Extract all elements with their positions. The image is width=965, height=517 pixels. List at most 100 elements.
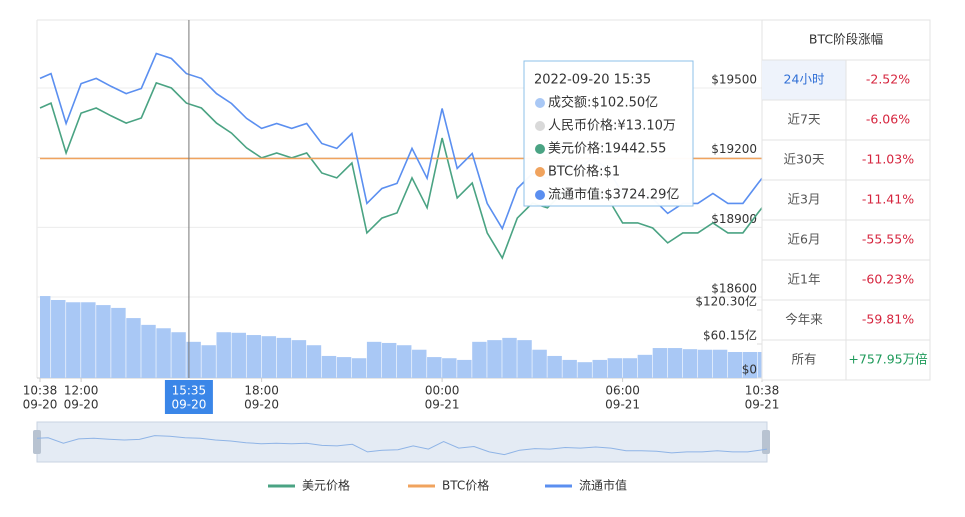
table-value: -55.55% (862, 232, 914, 247)
x-tick-date: 09-21 (745, 398, 780, 412)
table-value: +757.95万倍 (848, 352, 927, 367)
cursor-time: 15:35 (172, 384, 207, 398)
volume-bar (66, 302, 81, 378)
legend-label: 美元价格 (302, 478, 350, 493)
volume-bar (457, 359, 472, 378)
y-tick-label: $19200 (711, 142, 757, 156)
tooltip-item: 人民币价格:¥13.10万 (548, 118, 676, 134)
x-tick-time: 10:38 (745, 384, 780, 398)
volume-bar (532, 349, 547, 378)
y-tick-label: $18900 (711, 212, 757, 226)
navigator[interactable] (36, 421, 768, 463)
table-label: 今年来 (785, 312, 823, 327)
volume-bar (381, 342, 397, 378)
tooltip-dot (535, 190, 545, 200)
tooltip-item: 流通市值:$3724.29亿 (548, 187, 679, 203)
x-tick-time: 10:38 (23, 384, 58, 398)
table-label: 近6月 (788, 232, 821, 247)
y2-tick-label: $60.15亿 (703, 328, 757, 343)
volume-bar (246, 335, 262, 378)
volume-bar (306, 345, 322, 378)
volume-bar (592, 359, 607, 378)
volume-bar (216, 332, 231, 378)
volume-bar (40, 296, 51, 378)
x-tick-time: 00:00 (425, 384, 460, 398)
tooltip-item: 美元价格:19442.55 (548, 141, 666, 157)
volume-bar (291, 340, 307, 378)
tooltip-dot (535, 144, 545, 154)
table-label: 近30天 (784, 152, 825, 167)
legend-label: 流通市值 (579, 478, 627, 493)
table-value: -60.23% (862, 272, 914, 287)
table-value: -11.41% (862, 192, 914, 207)
volume-bar (396, 345, 412, 378)
volume-bar (171, 332, 186, 378)
volume-bar (487, 340, 502, 378)
y2-tick-label: $120.30亿 (695, 294, 757, 309)
table-label: 近7天 (788, 112, 821, 127)
volume-bar (231, 332, 246, 378)
volume-bar (652, 348, 668, 378)
volume-bar (186, 341, 201, 378)
table-value: -59.81% (862, 312, 914, 327)
volume-bar (51, 299, 66, 378)
y-tick-label: $18600 (711, 282, 757, 296)
volume-bar (682, 349, 698, 378)
table-value: -2.52% (866, 72, 910, 87)
volume-bar (412, 349, 427, 378)
navigator-handle[interactable] (762, 430, 770, 454)
volume-bar (442, 358, 457, 378)
volume-bar (351, 358, 367, 378)
x-tick-time: 18:00 (244, 384, 279, 398)
volume-bar (637, 354, 653, 378)
table-label: 所有 (791, 352, 816, 367)
volume-bar (321, 355, 337, 378)
volume-bar (276, 337, 292, 378)
y2-tick-label: $0 (742, 363, 757, 377)
table-value: -11.03% (862, 152, 914, 167)
table-value: -6.06% (866, 112, 910, 127)
tooltip-item: 成交额:$102.50亿 (548, 95, 658, 111)
y-tick-label: $19500 (711, 73, 757, 87)
volume-bar (427, 357, 442, 378)
series-line (39, 81, 763, 260)
x-tick-date: 09-20 (244, 398, 279, 412)
table-label: 近1年 (788, 272, 821, 287)
volume-bar (517, 340, 532, 378)
volume-bar (366, 341, 382, 378)
cursor-label-bg (164, 380, 213, 414)
volume-bar (111, 307, 126, 378)
tooltip (523, 60, 694, 207)
table-label: 近3月 (788, 192, 821, 207)
volume-bar (727, 351, 743, 378)
volume-bar (667, 348, 683, 378)
x-tick-time: 12:00 (64, 384, 99, 398)
volume-bar (712, 349, 728, 378)
navigator-handle[interactable] (33, 430, 41, 454)
tooltip-item: BTC价格:$1 (548, 164, 620, 180)
x-tick-date: 09-20 (23, 398, 58, 412)
volume-bar (261, 336, 277, 378)
x-tick-date: 09-20 (64, 398, 99, 412)
x-tick-time: 06:00 (605, 384, 640, 398)
tooltip-dot (535, 167, 545, 177)
tooltip-dot (535, 98, 545, 108)
volume-bar (742, 351, 758, 378)
table-header: BTC阶段涨幅 (809, 32, 883, 47)
volume-bar (757, 351, 762, 378)
volume-bar (201, 345, 216, 378)
volume-bar (96, 305, 111, 378)
tooltip-title: 2022-09-20 15:35 (534, 73, 651, 88)
volume-bar (562, 359, 577, 378)
volume-bar (141, 324, 156, 378)
volume-bar (697, 349, 713, 378)
volume-bar (502, 337, 517, 378)
volume-bar (622, 358, 638, 378)
navigator-line (36, 435, 768, 456)
volume-bar (336, 357, 352, 378)
volume-bar (547, 355, 562, 378)
volume-bar (472, 341, 487, 378)
volume-bar (81, 302, 96, 378)
